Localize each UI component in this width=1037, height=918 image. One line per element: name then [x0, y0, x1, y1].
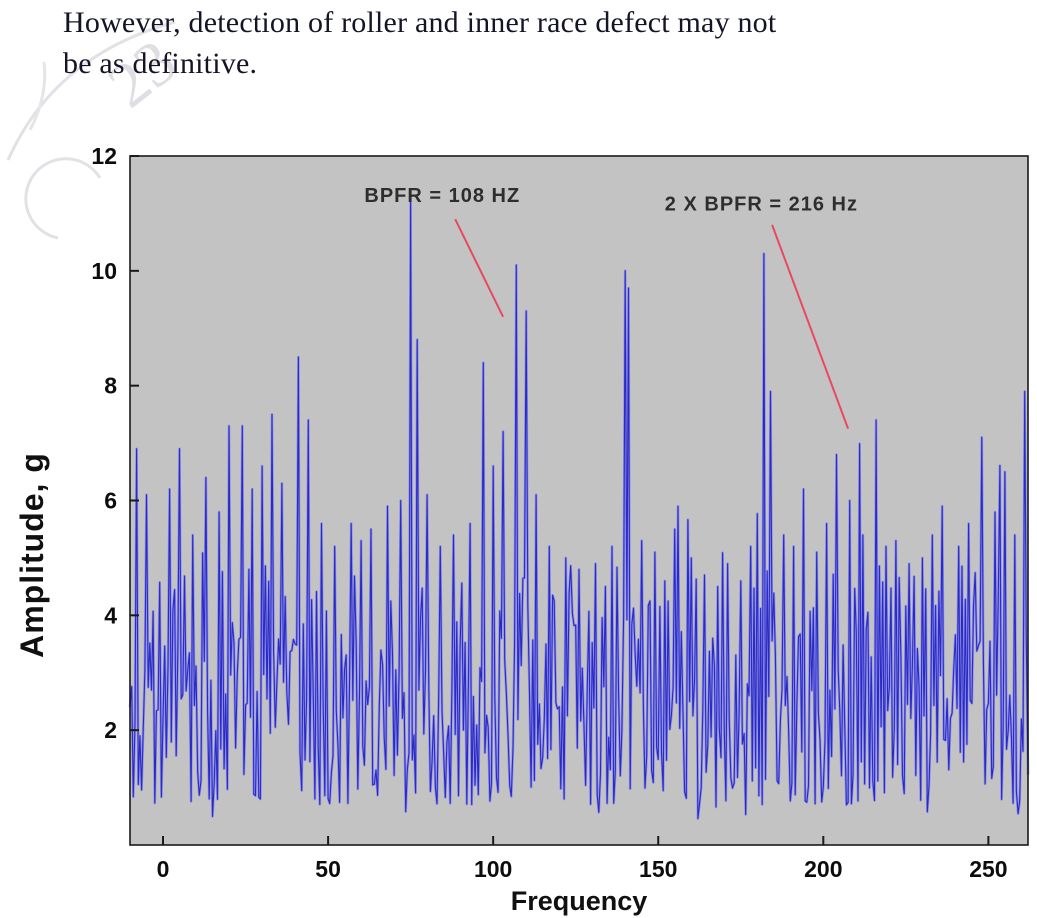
plot-background: [130, 156, 1028, 845]
body-text: However, detection of roller and inner r…: [63, 2, 1023, 84]
y-tick-label: 10: [91, 258, 117, 284]
x-tick-label: 200: [804, 856, 842, 882]
annotation-label: 2 X BPFR = 216 Hz: [665, 194, 858, 216]
y-axis-label: Amplitude, g: [14, 452, 50, 658]
y-tick-label: 4: [104, 602, 117, 628]
annotation-pointer-line: [454, 218, 504, 318]
axes-box: [129, 155, 1029, 846]
body-text-line1: However, detection of roller and inner r…: [63, 6, 777, 39]
x-tick-label: 0: [157, 856, 170, 882]
watermark-arc: [28, 61, 47, 131]
watermark-arc: [24, 157, 102, 240]
y-tick-label: 6: [104, 488, 117, 514]
spectrum-line: [129, 201, 1029, 820]
x-tick-label: 50: [315, 856, 341, 882]
spectrum-line-halo: [128, 200, 1030, 820]
y-tick-label: 8: [104, 373, 117, 399]
x-tick-label: 250: [969, 856, 1007, 882]
annotation-pointer-line: [771, 224, 850, 430]
y-tick-label: 2: [104, 717, 117, 743]
x-tick-label: 150: [639, 856, 677, 882]
body-text-line2: be as definitive.: [63, 47, 258, 80]
y-tick-label: 12: [91, 143, 117, 169]
x-axis-label: Frequency: [510, 886, 648, 916]
annotation-label: BPFR = 108 HZ: [364, 185, 520, 207]
x-tick-label: 100: [474, 856, 512, 882]
